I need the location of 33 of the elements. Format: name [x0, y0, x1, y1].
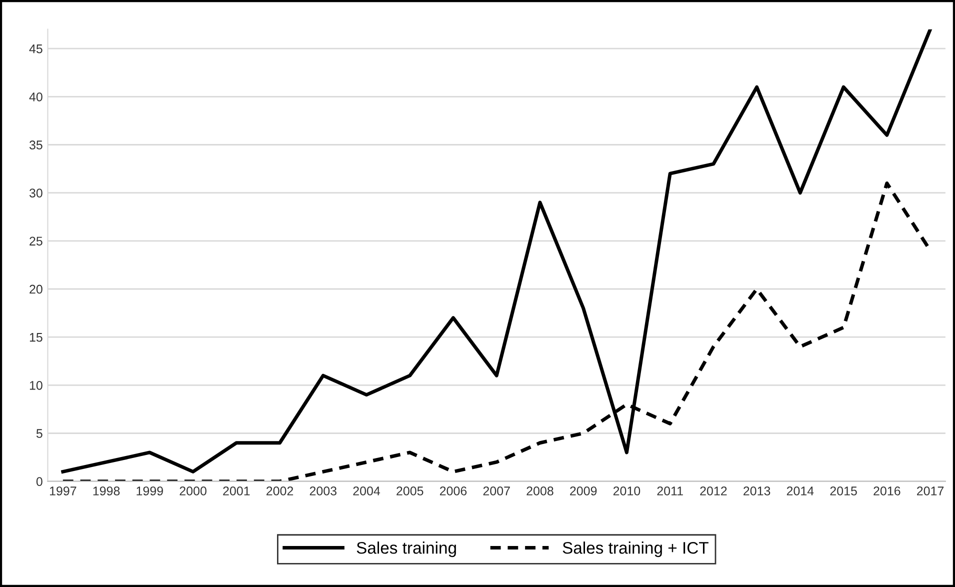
x-tick-label: 1997	[50, 486, 76, 496]
y-tick-label: 30	[29, 188, 42, 198]
x-tick-label: 2017	[917, 486, 944, 496]
y-tick-label: 15	[30, 333, 42, 342]
x-tick-label: 2015	[830, 486, 857, 496]
x-tick-label: 2008	[526, 486, 554, 496]
x-tick-label: 2000	[180, 486, 206, 496]
x-tick-label: 2006	[440, 486, 467, 496]
x-tick-label: 1998	[93, 486, 120, 496]
x-tick-label: 2003	[310, 486, 336, 496]
y-tick-label: 40	[29, 92, 42, 102]
legend-label: Sales training + ICT	[562, 542, 708, 558]
x-tick-label: 2011	[657, 486, 683, 496]
x-tick-label: 2016	[874, 486, 900, 496]
y-tick-label: 20	[30, 284, 42, 294]
y-tick-label: 45	[29, 44, 42, 54]
x-tick-label: 2014	[786, 486, 814, 496]
y-tick-label: 10	[30, 380, 42, 390]
y-tick-label: 5	[36, 429, 42, 438]
x-tick-label: 2005	[396, 486, 424, 496]
y-tick-label: 0	[36, 477, 42, 486]
x-tick-label: 2002	[266, 486, 294, 496]
x-tick-label: 1999	[136, 486, 163, 496]
y-tick-label: 25	[30, 236, 42, 246]
x-tick-label: 2007	[483, 486, 510, 496]
y-tick-label: 35	[29, 140, 42, 150]
x-tick-label: 2010	[613, 486, 640, 496]
legend-label: Sales training	[356, 542, 456, 558]
x-tick-label: 2001	[223, 486, 250, 496]
x-tick-label: 2004	[353, 486, 380, 496]
x-tick-label: 2012	[700, 486, 727, 496]
x-tick-label: 2013	[744, 486, 770, 496]
x-tick-label: 2009	[570, 486, 597, 496]
